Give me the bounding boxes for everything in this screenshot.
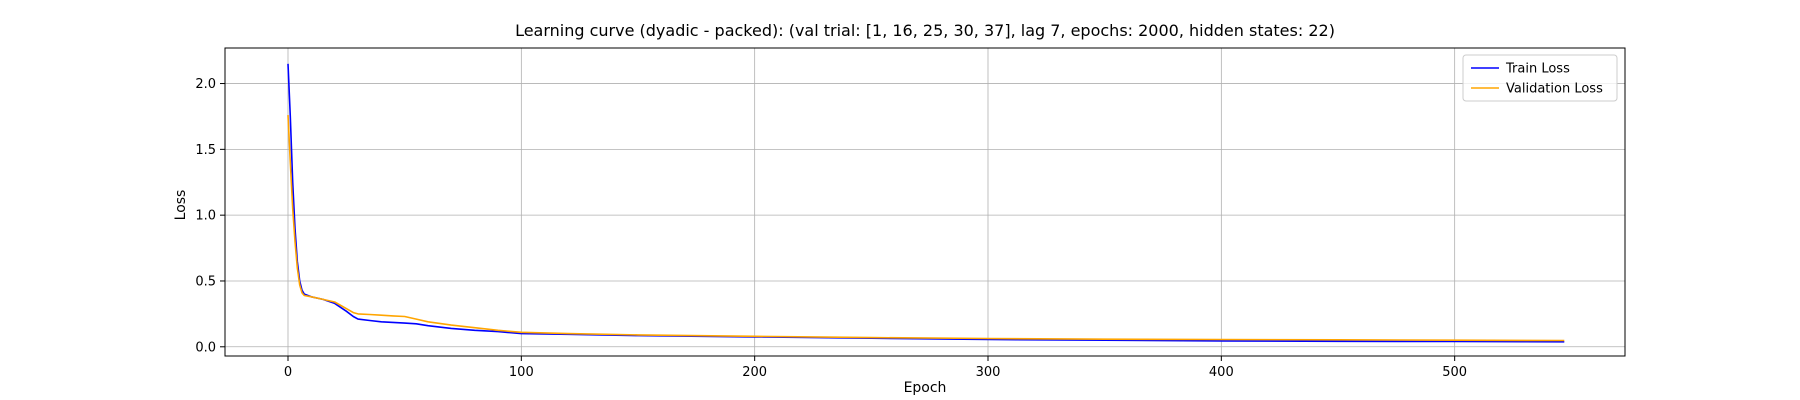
x-tick-label: 400: [1209, 365, 1234, 380]
series-layer: [287, 63, 1565, 343]
legend: Train Loss Validation Loss: [1462, 54, 1618, 102]
legend-box: [1462, 54, 1618, 102]
series-line-validation-loss: [287, 115, 1565, 342]
y-tick-label: 0.5: [195, 274, 216, 289]
plot-frame: [224, 47, 1626, 357]
y-tick-label: 1.0: [195, 209, 216, 224]
legend-label: Validation Loss: [1506, 82, 1603, 97]
x-tick-label: 200: [742, 365, 767, 380]
x-tick-label: 0: [284, 365, 292, 380]
chart-title: Learning curve (dyadic - packed): (val t…: [515, 21, 1335, 40]
x-axis-label: Epoch: [904, 380, 947, 396]
ticks: 0 100 200 300 400 500 0.0 0.5 1.0 1.5 2.0: [195, 77, 1467, 380]
y-tick-label: 2.0: [195, 77, 216, 92]
x-tick-label: 500: [1442, 365, 1467, 380]
legend-label: Train Loss: [1505, 62, 1570, 77]
x-tick-label: 100: [509, 365, 534, 380]
x-tick-label: 300: [976, 365, 1001, 380]
grid: [225, 48, 1625, 356]
y-tick-label: 1.5: [195, 143, 216, 158]
y-axis-label: Loss: [173, 190, 189, 221]
y-tick-label: 0.0: [195, 340, 216, 355]
